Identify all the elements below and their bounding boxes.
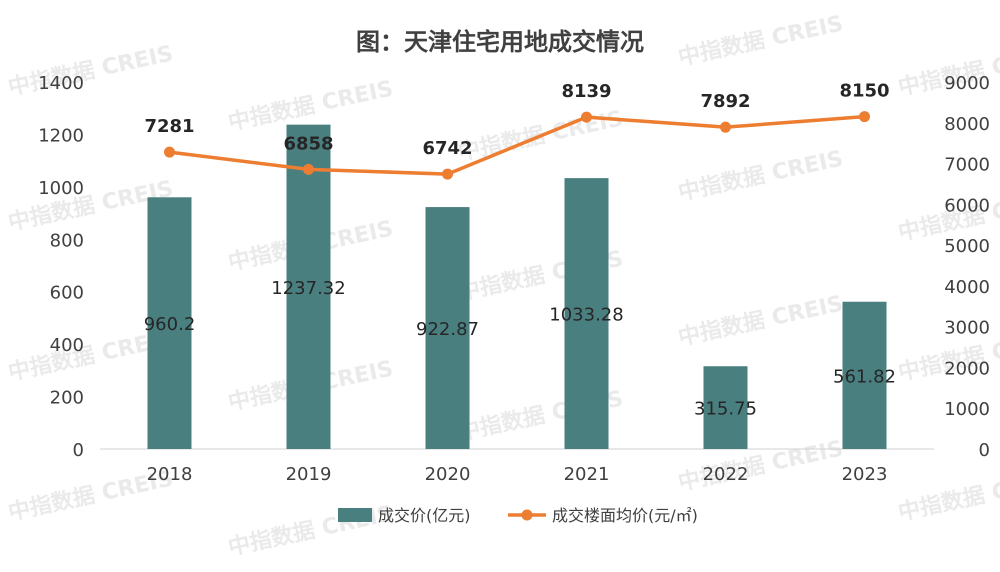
line-point bbox=[164, 146, 175, 158]
bar bbox=[286, 124, 331, 450]
line-value-label: 7281 bbox=[144, 116, 194, 137]
watermark-text: 中指数据 CREIS bbox=[676, 11, 846, 71]
x-axis-tick-label: 2019 bbox=[286, 464, 332, 485]
watermark-text: 中指数据 CREIS bbox=[896, 466, 1000, 526]
right-axis-tick-label: 3000 bbox=[944, 318, 990, 339]
line-point bbox=[581, 111, 592, 123]
left-axis-tick-label: 1200 bbox=[38, 125, 84, 146]
bar-value-label: 922.87 bbox=[416, 319, 479, 340]
legend: 成交价(亿元) 成交楼面均价(元/㎡) bbox=[338, 506, 698, 525]
watermark-text: 中指数据 CREIS bbox=[676, 436, 846, 496]
chart-title: 图：天津住宅用地成交情况 bbox=[356, 28, 644, 56]
line-value-label: 6858 bbox=[283, 133, 333, 154]
left-axis-tick-label: 0 bbox=[73, 440, 84, 461]
bar bbox=[147, 197, 192, 449]
legend-line-marker bbox=[521, 509, 533, 521]
right-axis-tick-label: 4000 bbox=[944, 277, 990, 298]
x-axis-tick-label: 2020 bbox=[425, 464, 471, 485]
x-axis-tick-label: 2018 bbox=[147, 464, 193, 485]
bar bbox=[703, 366, 748, 449]
watermark-text: 中指数据 CREIS bbox=[676, 146, 846, 206]
bar-value-label: 1237.32 bbox=[271, 278, 345, 299]
right-axis-tick-label: 2000 bbox=[944, 358, 990, 379]
line-point bbox=[859, 111, 870, 123]
line-value-label: 8139 bbox=[561, 81, 611, 102]
left-axis-tick-label: 800 bbox=[50, 230, 84, 251]
bar-series: 960.2 1237.32 922.87 1033.28 315.75 561.82 bbox=[144, 124, 896, 450]
line-value-label: 8150 bbox=[839, 81, 889, 102]
left-axis-tick-label: 600 bbox=[50, 283, 84, 304]
x-axis-labels: 2018 2019 2020 2021 2022 2023 bbox=[147, 464, 888, 485]
right-axis-tick-label: 5000 bbox=[944, 236, 990, 257]
watermark-text: 中指数据 CREIS bbox=[6, 41, 176, 101]
legend-line-label: 成交楼面均价(元/㎡) bbox=[552, 506, 698, 525]
line-path bbox=[169, 114, 865, 176]
bar-value-label: 960.2 bbox=[144, 314, 196, 335]
left-axis-tick-label: 1400 bbox=[38, 73, 84, 94]
bar bbox=[425, 207, 470, 449]
line-point bbox=[442, 168, 453, 180]
bar-value-label: 315.75 bbox=[694, 399, 757, 420]
right-axis-tick-label: 6000 bbox=[944, 195, 990, 216]
left-axis-tick-label: 1000 bbox=[38, 178, 84, 199]
x-axis-tick-label: 2021 bbox=[564, 464, 610, 485]
bar-value-label: 1033.28 bbox=[549, 305, 623, 326]
line-point bbox=[303, 163, 314, 175]
legend-bar-label: 成交价(亿元) bbox=[378, 506, 471, 525]
line-series: 7281 6858 6742 8139 7892 8150 bbox=[144, 81, 890, 180]
right-axis-tick-label: 9000 bbox=[944, 73, 990, 94]
left-axis: 0 200 400 600 800 1000 1200 1400 bbox=[38, 73, 84, 461]
left-axis-tick-label: 400 bbox=[50, 335, 84, 356]
legend-bar-swatch bbox=[338, 508, 372, 522]
x-axis-tick-label: 2022 bbox=[703, 464, 749, 485]
right-axis-tick-label: 1000 bbox=[944, 399, 990, 420]
right-axis-tick-label: 8000 bbox=[944, 114, 990, 135]
bar bbox=[842, 301, 887, 449]
bar-value-label: 561.82 bbox=[833, 366, 896, 387]
right-axis-tick-label: 7000 bbox=[944, 155, 990, 176]
watermark-text: 中指数据 CREIS bbox=[676, 291, 846, 351]
line-value-label: 7892 bbox=[700, 91, 750, 112]
right-axis: 0 1000 2000 3000 4000 5000 6000 7000 8000 9000 bbox=[944, 73, 990, 461]
right-axis-tick-label: 0 bbox=[979, 440, 990, 461]
x-axis-tick-label: 2023 bbox=[842, 464, 888, 485]
left-axis-tick-label: 200 bbox=[50, 388, 84, 409]
bar bbox=[564, 178, 609, 449]
line-point bbox=[720, 121, 731, 133]
line-value-label: 6742 bbox=[422, 138, 472, 159]
